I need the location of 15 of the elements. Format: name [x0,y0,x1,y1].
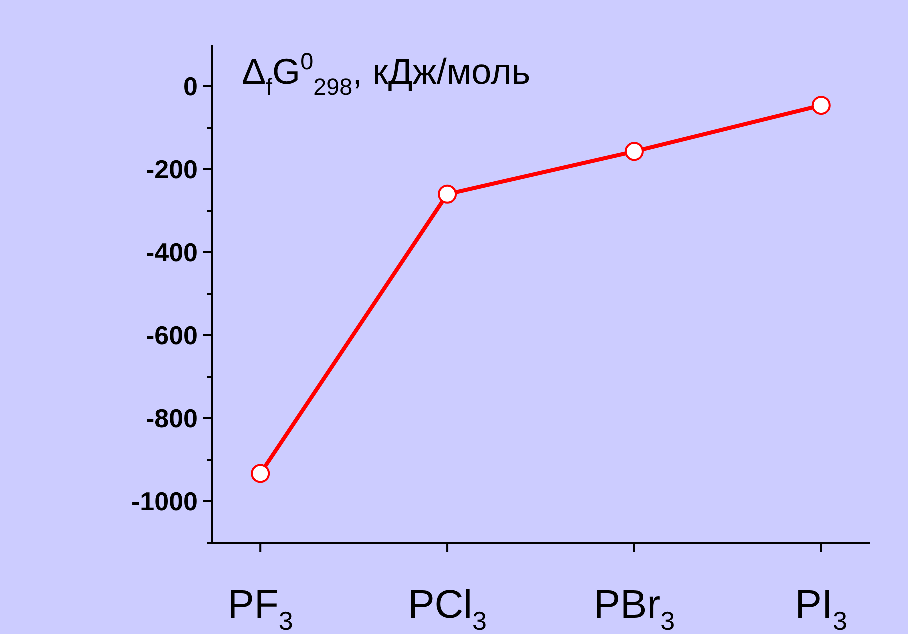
point [812,96,831,116]
x-tick-label: PI$_{3}$ [795,583,848,634]
point [438,184,458,204]
y-tick-label: -400 [146,238,198,268]
y-tick-label: -200 [146,154,198,185]
y-tick-label: 0 [184,72,198,102]
y-axis-title: Δ$_{f}$G$^{0}$$_{298}$, кДж/моль [242,48,531,100]
y-tick-label: -800 [146,404,198,434]
y-tick-label: -600 [146,320,198,351]
x-tick-label: PCl$_{3}$ [408,583,487,634]
y-tick-label: -1000 [132,486,198,517]
point [251,464,270,484]
x-tick-label: PF$_{3}$ [228,583,294,634]
x-tick-label: PBr$_{3}$ [594,583,676,634]
point [624,142,644,162]
